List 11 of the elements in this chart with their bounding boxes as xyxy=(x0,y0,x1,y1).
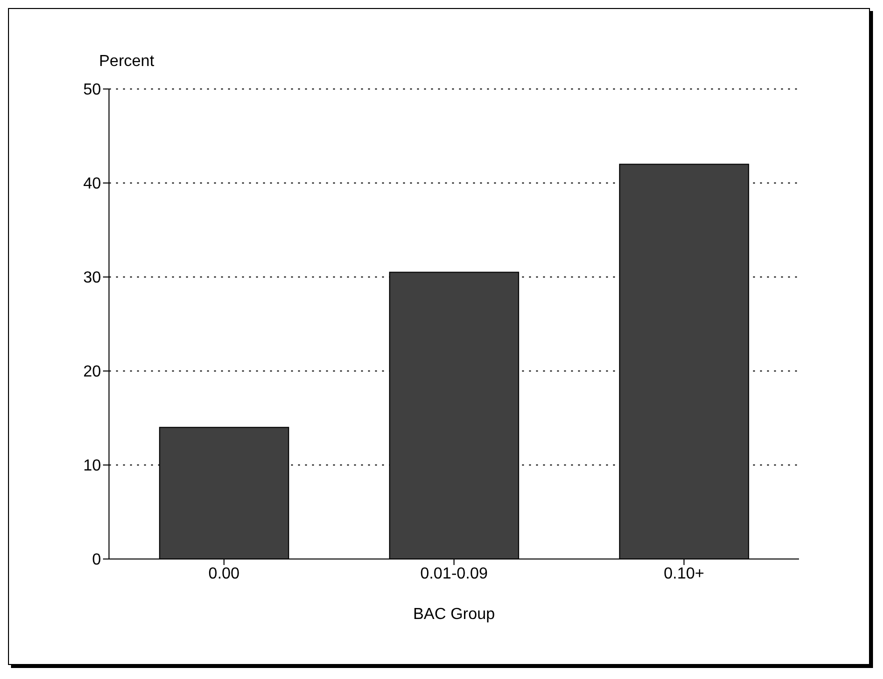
y-tick-label: 10 xyxy=(83,458,102,475)
y-tick-label: 50 xyxy=(83,82,102,99)
y-tick-label: 20 xyxy=(83,364,102,381)
x-tick-label: 0.00 xyxy=(208,565,240,582)
x-axis-title: BAC Group xyxy=(413,606,496,623)
y-tick-label: 0 xyxy=(92,552,102,569)
x-tick-label: 0.10+ xyxy=(664,565,704,582)
y-axis-title: Percent xyxy=(99,53,154,71)
y-tick-label: 40 xyxy=(83,176,102,193)
x-tick-label: 0.01-0.09 xyxy=(420,565,488,582)
y-tick-label: 30 xyxy=(83,270,102,287)
